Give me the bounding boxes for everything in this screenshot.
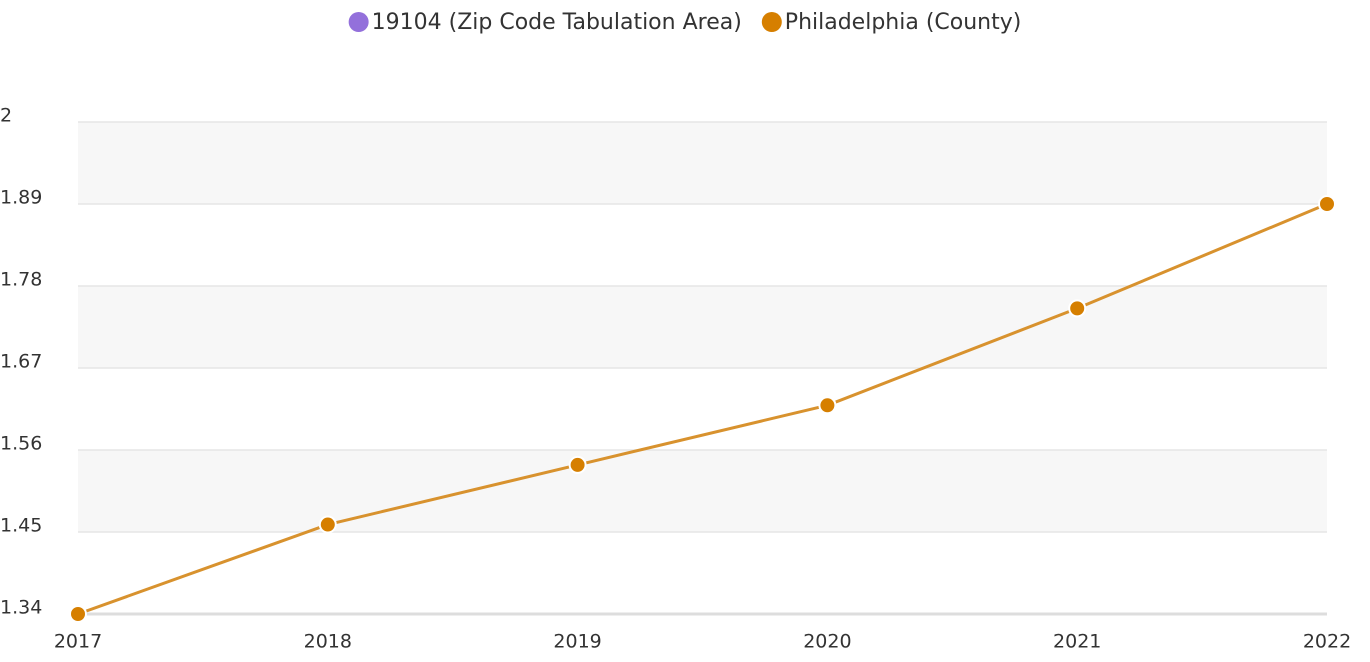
point	[1318, 195, 1336, 213]
legend-marker	[348, 12, 369, 32]
point	[1068, 299, 1087, 318]
x-tick-label: 2019	[553, 631, 601, 653]
point	[318, 515, 337, 534]
point	[69, 605, 87, 623]
grid-band	[78, 450, 1327, 532]
point	[818, 396, 837, 415]
y-tick-label: 1.67	[0, 351, 42, 373]
legend: 19104 (Zip Code Tabulation Area) Philadel…	[348, 10, 1022, 35]
x-tick-label: 2018	[304, 631, 352, 653]
y-tick-label: 1.34	[0, 597, 42, 619]
grid-band	[78, 286, 1327, 368]
y-tick-label: 1.56	[0, 433, 42, 455]
bands	[78, 122, 1327, 532]
x-tick-label: 2017	[54, 631, 102, 653]
y-tick-label: 1.78	[0, 269, 42, 291]
legend-marker	[761, 12, 782, 32]
legend-label: Philadelphia (County)	[785, 10, 1022, 35]
y-tick-label: 1.89	[0, 187, 42, 209]
point	[568, 455, 587, 474]
x-tick-label: 2022	[1303, 631, 1351, 653]
y-tick-label: 2	[0, 105, 12, 127]
x-tick-label: 2020	[803, 631, 851, 653]
x-tick-label: 2021	[1053, 631, 1101, 653]
grid-band	[78, 122, 1327, 204]
line	[77, 202, 1328, 616]
y-tick-label: 1.45	[0, 515, 42, 537]
legend-label: 19104 (Zip Code Tabulation Area)	[372, 10, 742, 35]
